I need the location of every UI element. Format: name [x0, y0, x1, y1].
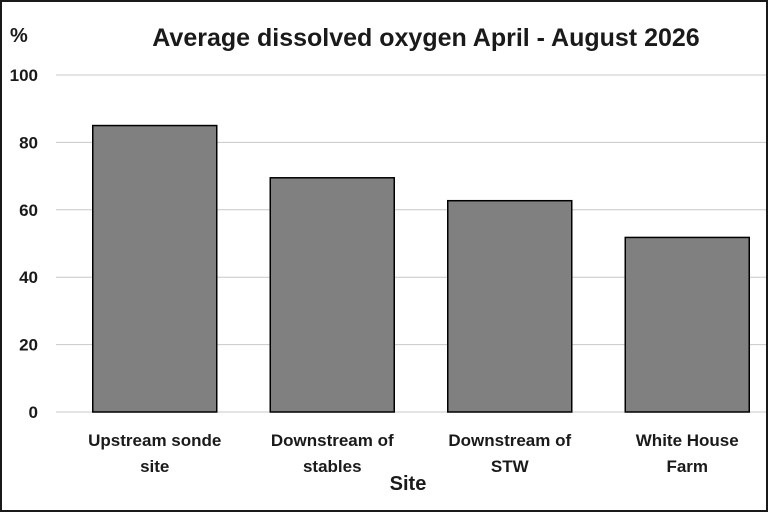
category-labels: Upstream sonde site Downstream of stables Do…: [88, 431, 739, 476]
y-tick-label: 80: [19, 133, 38, 152]
category-label: STW: [491, 457, 530, 476]
bar: [269, 177, 395, 413]
bars: [92, 124, 750, 413]
category-label: Downstream of: [448, 431, 571, 450]
y-tick-label: 40: [19, 268, 38, 287]
category-label: White House: [636, 431, 739, 450]
category-label: stables: [303, 457, 362, 476]
category-label: site: [140, 457, 169, 476]
y-tick-label: 100: [10, 66, 38, 85]
y-tick-label: 0: [29, 403, 38, 422]
y-ticks: 0 20 40 60 80 100: [10, 66, 38, 422]
bar: [624, 236, 750, 413]
category-label: Upstream sonde: [88, 431, 221, 450]
category-label: Farm: [666, 457, 708, 476]
bar: [447, 199, 573, 413]
category-label: Downstream of: [271, 431, 394, 450]
y-axis-label: %: [10, 25, 28, 47]
bar: [92, 124, 218, 413]
chart-title: Average dissolved oxygen April - August …: [152, 24, 699, 52]
y-tick-label: 20: [19, 336, 38, 355]
x-axis-label: Site: [390, 473, 427, 495]
y-tick-label: 60: [19, 201, 38, 220]
